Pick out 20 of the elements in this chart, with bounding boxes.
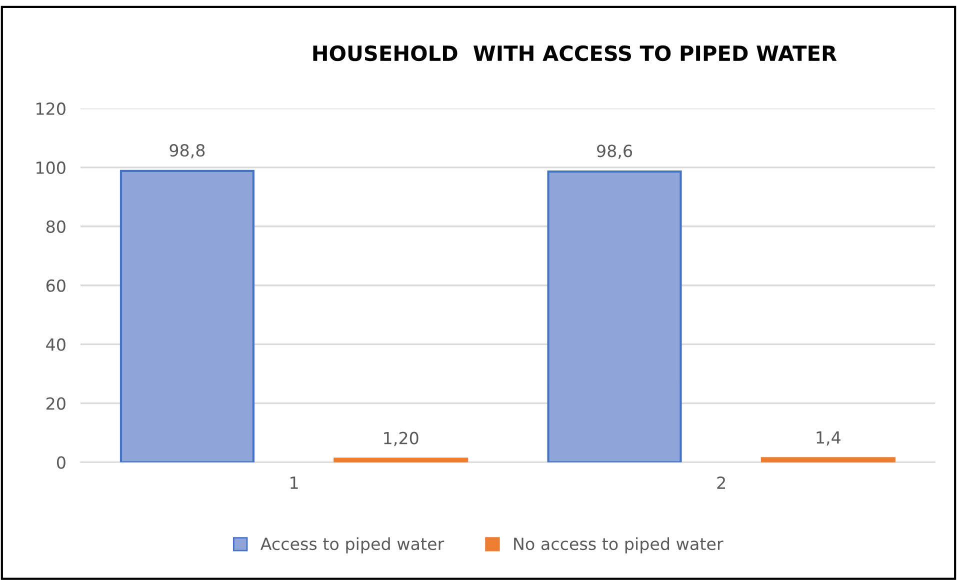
x-tick-label: 2 [717,476,725,489]
chart-title: HOUSEHOLD WITH ACCESS TO PIPED WATER [313,45,837,62]
data-label: 98,6 [597,144,632,159]
y-tick-label: 100 [36,161,66,174]
y-tick-label: 60 [46,279,66,292]
bar [120,170,254,462]
bar [760,457,896,462]
bar [547,170,682,462]
legend-label: Access to piped water [260,537,444,554]
data-label: 1,20 [384,432,418,446]
y-tick-label: 40 [46,338,66,351]
y-tick-label: 0 [56,456,66,469]
y-tick-label: 120 [36,102,66,116]
data-label: 98,8 [170,144,205,158]
data-label: 1,4 [816,431,840,446]
x-tick-label: 1 [290,476,298,489]
y-tick-label: 80 [46,220,66,233]
y-tick-label: 20 [46,397,66,410]
bar [334,458,468,462]
legend-label: No access to piped water [514,537,724,554]
